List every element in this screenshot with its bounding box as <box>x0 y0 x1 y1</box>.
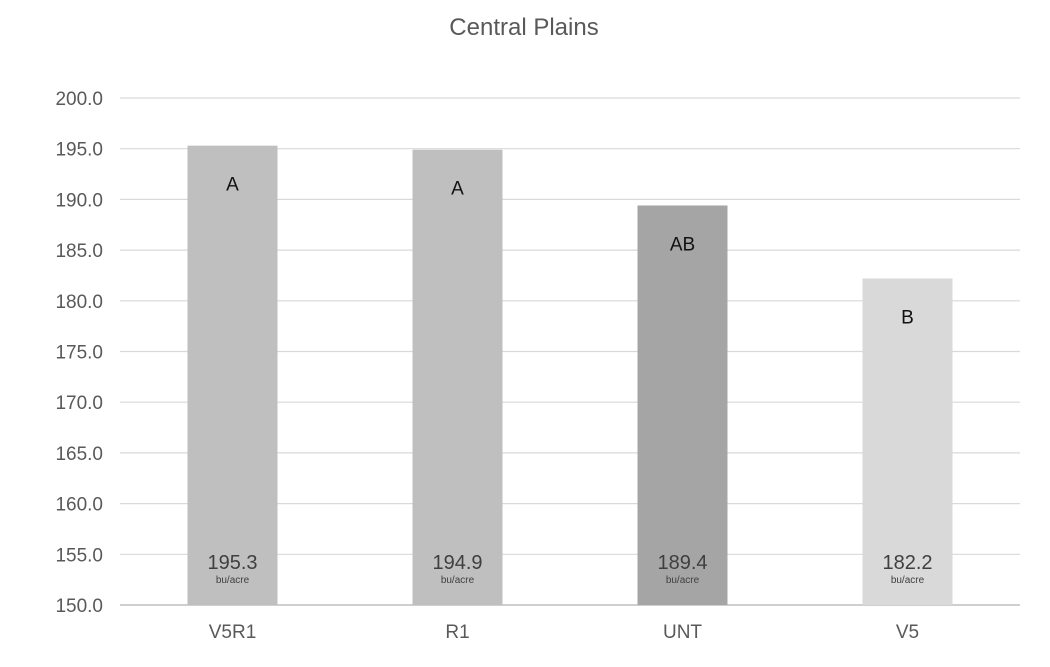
bar-unt <box>637 205 728 605</box>
y-tick-label: 180.0 <box>55 292 103 313</box>
bar-v5 <box>862 278 953 605</box>
y-tick-label: 175.0 <box>55 343 103 364</box>
significance-letter: AB <box>670 234 695 255</box>
chart-title: Central Plains <box>449 14 598 41</box>
unit-label: bu/acre <box>216 575 250 586</box>
significance-letter: A <box>451 179 464 200</box>
x-axis-ticks: V5R1 R1 UNT V5 <box>209 622 919 643</box>
bars <box>187 145 953 606</box>
bar-r1 <box>412 149 503 606</box>
value-label: 182.2 <box>882 552 932 574</box>
x-tick-label: V5R1 <box>209 622 257 643</box>
value-label: 195.3 <box>207 552 257 574</box>
x-tick-label: V5 <box>896 622 919 643</box>
y-tick-label: 195.0 <box>55 140 103 161</box>
y-tick-label: 150.0 <box>55 596 103 617</box>
y-axis-ticks: 150.0 155.0 160.0 165.0 170.0 175.0 180.0 185.0… <box>55 89 103 617</box>
y-tick-label: 170.0 <box>55 393 103 414</box>
y-tick-label: 165.0 <box>55 444 103 465</box>
bar-labels: A195.3bu/acreA194.9bu/acreAB189.4bu/acre… <box>207 175 932 586</box>
unit-label: bu/acre <box>666 575 700 586</box>
y-tick-label: 190.0 <box>55 190 103 211</box>
value-label: 189.4 <box>657 552 707 574</box>
y-tick-label: 185.0 <box>55 241 103 262</box>
bar-v5r1 <box>187 145 278 605</box>
significance-letter: B <box>901 307 914 328</box>
unit-label: bu/acre <box>441 575 475 586</box>
unit-label: bu/acre <box>891 575 925 586</box>
significance-letter: A <box>226 175 239 196</box>
value-label: 194.9 <box>432 552 482 574</box>
x-tick-label: UNT <box>663 622 702 643</box>
x-tick-label: R1 <box>445 622 469 643</box>
y-tick-label: 160.0 <box>55 495 103 516</box>
y-tick-label: 155.0 <box>55 545 103 566</box>
y-tick-label: 200.0 <box>55 89 103 110</box>
